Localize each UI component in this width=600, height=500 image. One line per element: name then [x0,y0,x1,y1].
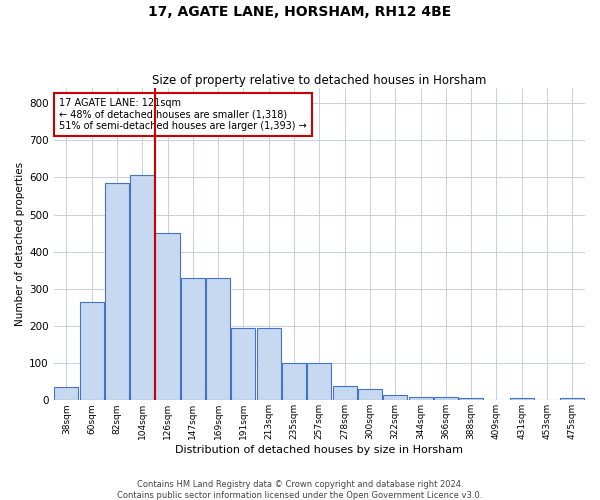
X-axis label: Distribution of detached houses by size in Horsham: Distribution of detached houses by size … [175,445,463,455]
Bar [155,233,179,400]
Bar [257,328,281,400]
Bar [232,328,256,400]
Title: Size of property relative to detached houses in Horsham: Size of property relative to detached ho… [152,74,487,87]
Bar [560,398,584,400]
Bar [54,388,79,400]
Bar [409,396,433,400]
Text: 17, AGATE LANE, HORSHAM, RH12 4BE: 17, AGATE LANE, HORSHAM, RH12 4BE [148,5,452,19]
Bar [358,389,382,400]
Y-axis label: Number of detached properties: Number of detached properties [15,162,25,326]
Bar [282,363,306,401]
Bar [434,396,458,400]
Bar [181,278,205,400]
Text: 17 AGATE LANE: 121sqm
← 48% of detached houses are smaller (1,318)
51% of semi-d: 17 AGATE LANE: 121sqm ← 48% of detached … [59,98,307,130]
Bar [105,183,129,400]
Bar [383,394,407,400]
Bar [80,302,104,400]
Bar [130,176,154,400]
Bar [510,398,534,400]
Bar [459,398,483,400]
Bar [332,386,356,400]
Text: Contains HM Land Registry data © Crown copyright and database right 2024.
Contai: Contains HM Land Registry data © Crown c… [118,480,482,500]
Bar [206,278,230,400]
Bar [307,363,331,401]
